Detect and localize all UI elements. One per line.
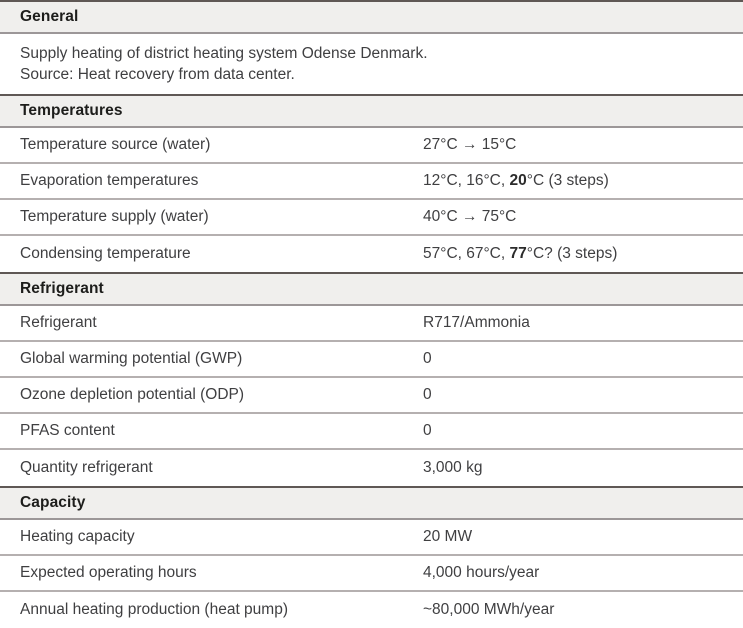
row-label: Expected operating hours <box>20 564 197 581</box>
value-part: 0 <box>423 422 432 439</box>
row-value: 57°C, 67°C, 77°C? (3 steps) <box>423 245 743 263</box>
row-label: Global warming potential (GWP) <box>20 350 243 367</box>
row-value: 4,000 hours/year <box>423 564 743 582</box>
row-value: 0 <box>423 422 743 440</box>
section-title: Temperatures <box>20 102 123 119</box>
row-value: 27°C → 15°C <box>423 136 743 154</box>
row-label: Temperature source (water) <box>20 136 211 153</box>
row-label: Refrigerant <box>20 314 97 331</box>
section-header-temperatures: Temperatures <box>0 94 743 128</box>
section-header-general: General <box>0 0 743 34</box>
value-part: 4,000 hours/year <box>423 564 540 581</box>
value-part: R717/Ammonia <box>423 314 530 331</box>
row-value: 20 MW <box>423 528 743 546</box>
row-label: Heating capacity <box>20 528 135 545</box>
table-row: Heating capacity 20 MW <box>0 520 743 556</box>
table-row: Temperature supply (water) 40°C → 75°C <box>0 200 743 236</box>
section-title: Capacity <box>20 494 86 511</box>
value-part: 0 <box>423 350 432 367</box>
table-row: Condensing temperature 57°C, 67°C, 77°C? … <box>0 236 743 272</box>
table-row: Quantity refrigerant 3,000 kg <box>0 450 743 486</box>
row-value: 3,000 kg <box>423 459 743 477</box>
value-part: 57°C, 67°C, <box>423 245 510 262</box>
value-part: 27°C → 15°C <box>423 136 517 153</box>
table-row: Global warming potential (GWP) 0 <box>0 342 743 378</box>
row-label: Quantity refrigerant <box>20 459 153 476</box>
table-row: Expected operating hours 4,000 hours/year <box>0 556 743 592</box>
value-part: °C (3 steps) <box>526 172 609 189</box>
row-value: ~80,000 MWh/year <box>423 601 743 619</box>
section-body: Supply heating of district heating syste… <box>0 34 743 94</box>
value-part: 12°C, 16°C, <box>423 172 510 189</box>
row-label: Annual heating production (heat pump) <box>20 601 288 618</box>
table-row: Temperature source (water) 27°C → 15°C <box>0 128 743 164</box>
row-value: 0 <box>423 386 743 404</box>
row-label: Temperature supply (water) <box>20 208 209 225</box>
row-value: 12°C, 16°C, 20°C (3 steps) <box>423 172 743 190</box>
section-header-refrigerant: Refrigerant <box>0 272 743 306</box>
value-part-bold: 77 <box>509 245 527 262</box>
row-value: 0 <box>423 350 743 368</box>
row-label: Condensing temperature <box>20 245 191 262</box>
section-title: Refrigerant <box>20 280 104 297</box>
row-label: Ozone depletion potential (ODP) <box>20 386 245 403</box>
value-part: 20 MW <box>423 528 473 545</box>
value-part: 0 <box>423 386 432 403</box>
row-value: 40°C → 75°C <box>423 208 743 226</box>
table-row: Ozone depletion potential (ODP) 0 <box>0 378 743 414</box>
value-part: 3,000 kg <box>423 459 483 476</box>
value-part: 40°C → 75°C <box>423 208 517 225</box>
table-row: Annual heating production (heat pump) ~80… <box>0 592 743 628</box>
table-row: Refrigerant R717/Ammonia <box>0 306 743 342</box>
row-value: R717/Ammonia <box>423 314 743 332</box>
table-row: PFAS content 0 <box>0 414 743 450</box>
row-label: PFAS content <box>20 422 115 439</box>
row-label: Evaporation temperatures <box>20 172 199 189</box>
value-part: ~80,000 MWh/year <box>423 601 555 618</box>
body-line: Supply heating of district heating syste… <box>20 45 428 62</box>
section-header-capacity: Capacity <box>0 486 743 520</box>
section-title: General <box>20 8 79 25</box>
body-line: Source: Heat recovery from data center. <box>20 66 295 83</box>
value-part-bold: 20 <box>509 172 527 189</box>
table-row: Evaporation temperatures 12°C, 16°C, 20°C… <box>0 164 743 200</box>
value-part: °C? (3 steps) <box>526 245 618 262</box>
